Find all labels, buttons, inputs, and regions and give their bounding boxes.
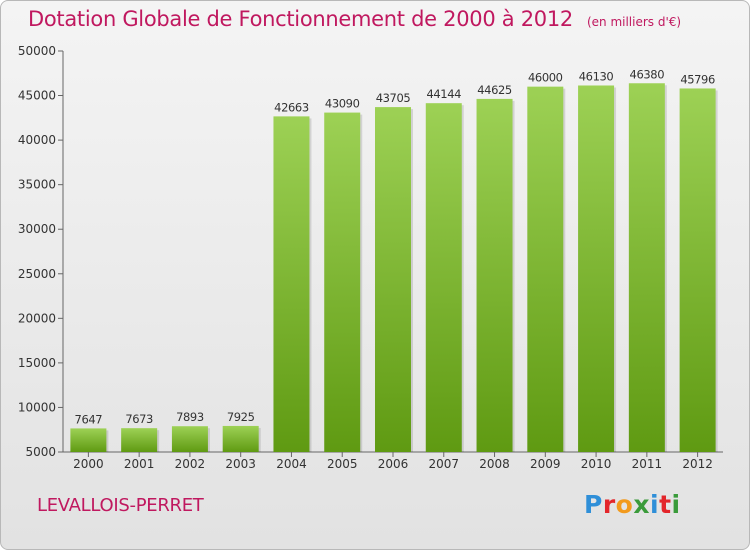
y-tick-label: 50000 — [18, 44, 56, 58]
bar-value-label: 46130 — [579, 69, 614, 83]
commune-name: LEVALLOIS-PERRET — [37, 495, 204, 516]
bar-value-label: 44144 — [426, 87, 461, 101]
bar-value-label: 7893 — [176, 410, 204, 424]
y-tick-label: 35000 — [18, 178, 56, 192]
chart-title-block: Dotation Globale de Fonctionnement de 20… — [28, 7, 681, 31]
x-tick-label: 2000 — [73, 457, 104, 471]
proxiti-logo: Proxiti — [584, 490, 681, 519]
chart-title: Dotation Globale de Fonctionnement de 20… — [28, 7, 573, 31]
bar — [375, 107, 411, 452]
x-tick-label: 2009 — [530, 457, 561, 471]
logo-letter: P — [584, 490, 603, 519]
x-tick-label: 2010 — [581, 457, 612, 471]
y-tick-label: 25000 — [18, 267, 56, 281]
bar-value-label: 46000 — [528, 71, 563, 85]
bar — [527, 86, 564, 453]
logo-letter: x — [633, 490, 650, 519]
y-tick-label: 45000 — [18, 89, 56, 103]
bar-value-label: 45796 — [680, 72, 715, 86]
bar-value-label: 42663 — [274, 100, 309, 114]
x-tick-label: 2006 — [378, 457, 409, 471]
y-tick-label: 40000 — [18, 133, 56, 147]
x-tick-label: 2012 — [682, 457, 713, 471]
logo-letter: i — [650, 490, 660, 519]
logo-letter: r — [602, 490, 616, 519]
y-tick-label: 30000 — [18, 222, 56, 236]
bar — [70, 428, 107, 452]
x-tick-label: 2005 — [327, 457, 358, 471]
x-tick-label: 2007 — [428, 457, 459, 471]
x-tick-label: 2011 — [632, 457, 663, 471]
x-tick-label: 2003 — [225, 457, 256, 471]
chart-subtitle: (en milliers d'€) — [586, 15, 682, 29]
bar — [476, 98, 513, 453]
bar — [324, 112, 361, 452]
x-tick-label: 2008 — [479, 457, 510, 471]
bar-value-label: 7925 — [227, 410, 255, 424]
bar-value-label: 7647 — [75, 412, 103, 426]
bar — [273, 116, 310, 452]
logo-letter: t — [659, 490, 672, 519]
bar — [425, 103, 462, 452]
y-tick-label: 15000 — [18, 356, 56, 370]
bar — [679, 88, 716, 452]
x-tick-label: 2004 — [276, 457, 307, 471]
y-tick-label: 20000 — [18, 311, 56, 325]
bar-value-label: 44625 — [477, 83, 512, 97]
bar-value-label: 7673 — [125, 412, 153, 426]
bar — [222, 425, 259, 452]
bar — [578, 85, 615, 453]
y-tick-label: 10000 — [18, 400, 56, 414]
bar-value-label: 46380 — [630, 67, 665, 81]
bar-value-label: 43090 — [325, 97, 360, 111]
x-tick-label: 2002 — [175, 457, 206, 471]
y-tick-label: 5000 — [25, 445, 56, 459]
logo-letter: o — [615, 490, 634, 519]
bar — [171, 426, 208, 452]
logo-letter: i — [671, 490, 681, 519]
bar — [628, 83, 665, 452]
x-tick-label: 2001 — [124, 457, 155, 471]
bar — [121, 428, 158, 452]
bar-value-label: 43705 — [376, 91, 411, 105]
